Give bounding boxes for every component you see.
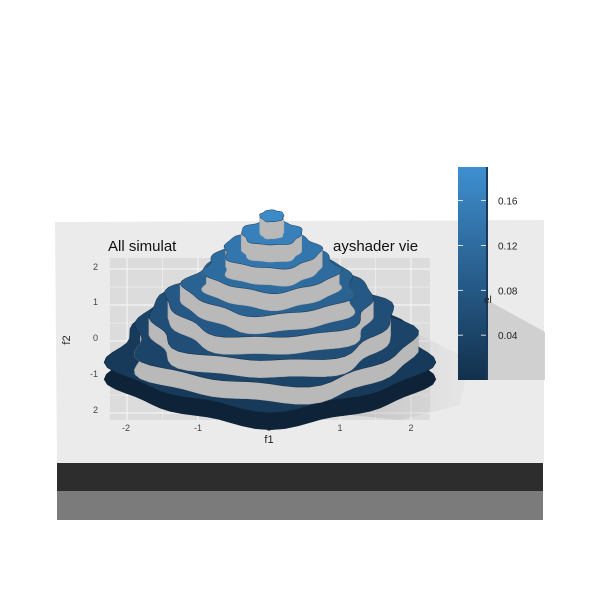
legend-tick-label: 0.12 [498, 241, 518, 252]
legend-title-fragment: el [484, 295, 492, 306]
legend-tick-label: 0.04 [498, 331, 518, 342]
base-side-upper [57, 462, 543, 491]
x-axis-label: f1 [264, 434, 273, 446]
chart-title: All simulat [108, 238, 177, 255]
y-axis-label: f2 [61, 335, 73, 344]
legend-tick-label: 0.16 [498, 197, 518, 208]
chart-title-tail: ayshader vie [333, 238, 418, 255]
base-side-lower [57, 490, 543, 520]
legend-tick-label: 0.08 [498, 286, 518, 297]
contour-mountain [103, 209, 437, 431]
contour-level [259, 209, 285, 223]
y-tick-label: 0 [93, 333, 98, 343]
x-tick-label: -2 [122, 423, 130, 433]
y-tick-label: -1 [90, 369, 98, 379]
legend-shadow [470, 300, 545, 380]
y-tick-label: 2 [93, 262, 98, 272]
x-tick-label: 1 [337, 423, 342, 433]
y-tick-label: 2 [93, 405, 98, 415]
y-tick-label: 1 [93, 297, 98, 307]
x-tick-label: 2 [408, 423, 413, 433]
x-tick-label: -1 [194, 423, 202, 433]
legend-colorbar-side [485, 167, 488, 380]
y-axis-ticks: 2 1 0 -1 2 [90, 262, 98, 415]
legend: el 0.16 0.12 0.08 0.04 [458, 167, 518, 380]
legend-colorbar [458, 167, 486, 380]
